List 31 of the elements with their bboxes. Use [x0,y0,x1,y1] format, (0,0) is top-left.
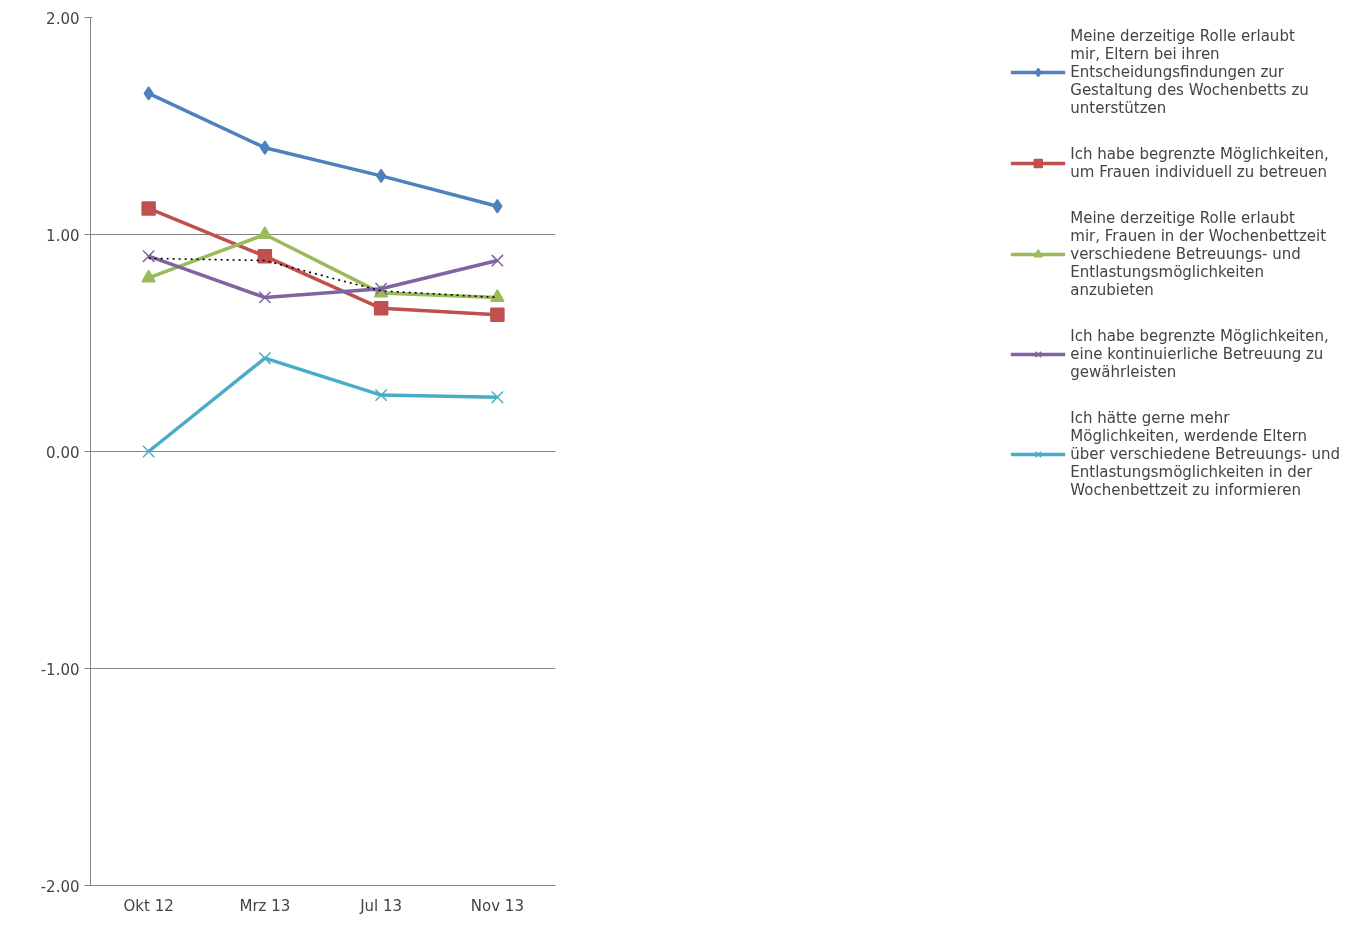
point [374,388,388,402]
point [490,307,505,323]
point [143,86,154,101]
legend-label: Ich hätte gerne mehr Möglichkeiten, werdende Eltern über verschiedene Betreuungs- und Entlastungsmöglichkeiten in der Wochenbettzeit zu informieren [1070,409,1340,499]
y-tick-label: 2.00 [46,9,80,28]
point [257,226,273,239]
point [490,390,504,404]
point [373,301,389,316]
point [257,248,273,264]
point [142,249,156,263]
x-tick-label: Mrz 13 [239,896,291,915]
point [141,269,156,283]
y-tick-label: -1.00 [40,660,80,679]
x-tick-label: Nov 13 [470,896,524,915]
point [141,201,156,216]
point [258,291,272,304]
legend-label: Meine derzeitige Rolle erlaubt mir, Frauen in der Wochenbettzeit verschiedene Betreuungs- und Entlastungsmöglichkeiten anzubieten [1070,209,1327,299]
y-tick-label: -2.00 [40,877,80,896]
point [259,140,270,155]
x-tick-label: Jul 13 [359,896,403,915]
y-tick-label: 0.00 [46,443,80,462]
legend-label: Meine derzeitige Rolle erlaubt mir, Eltern bei ihren Entscheidungsfindungen zur Gestaltung des Wochenbetts zu unterstützen [1070,27,1309,117]
point [490,289,505,302]
legend-label: Ich habe begrenzte Möglichkeiten, eine kontinuierliche Betreuung zu gewährleisten [1070,327,1329,381]
x-tick-label: Okt 12 [123,896,174,915]
point [142,445,156,458]
point [490,254,504,267]
point [258,351,272,365]
point [492,199,503,214]
y-tick-label: 1.00 [46,226,80,245]
legend-label: Ich habe begrenzte Möglichkeiten, um Frauen individuell zu betreuen [1070,145,1329,181]
